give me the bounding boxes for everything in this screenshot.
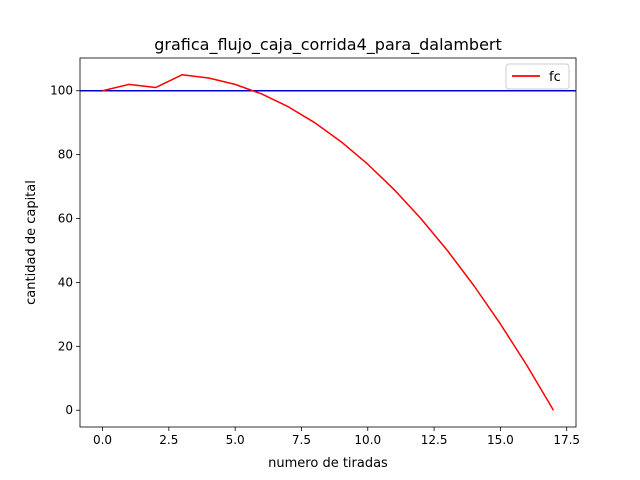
x-tick-label: 0.0 <box>93 433 112 447</box>
y-tick-label: 0 <box>65 403 73 417</box>
y-tick-label: 80 <box>58 148 73 162</box>
x-tick-label: 10.0 <box>354 433 381 447</box>
series-line-fc <box>102 74 555 411</box>
x-tick-label: 15.0 <box>487 433 514 447</box>
plot-frame <box>79 57 577 428</box>
x-tick-label: 7.5 <box>292 433 311 447</box>
chart-title: grafica_flujo_caja_corrida4_para_dalambe… <box>154 35 502 55</box>
y-tick-label: 60 <box>58 212 73 226</box>
x-tick-label: 17.5 <box>553 433 580 447</box>
y-tick-label: 100 <box>50 84 73 98</box>
x-tick-label: 12.5 <box>421 433 448 447</box>
x-tick-label: 5.0 <box>226 433 245 447</box>
y-axis-label: cantidad de capital <box>24 180 39 305</box>
y-tick-label: 40 <box>58 275 73 289</box>
x-tick-label: 2.5 <box>159 433 178 447</box>
y-tick-label: 20 <box>58 339 73 353</box>
legend-label: fc <box>549 70 561 85</box>
x-axis-label: numero de tiradas <box>268 456 388 471</box>
